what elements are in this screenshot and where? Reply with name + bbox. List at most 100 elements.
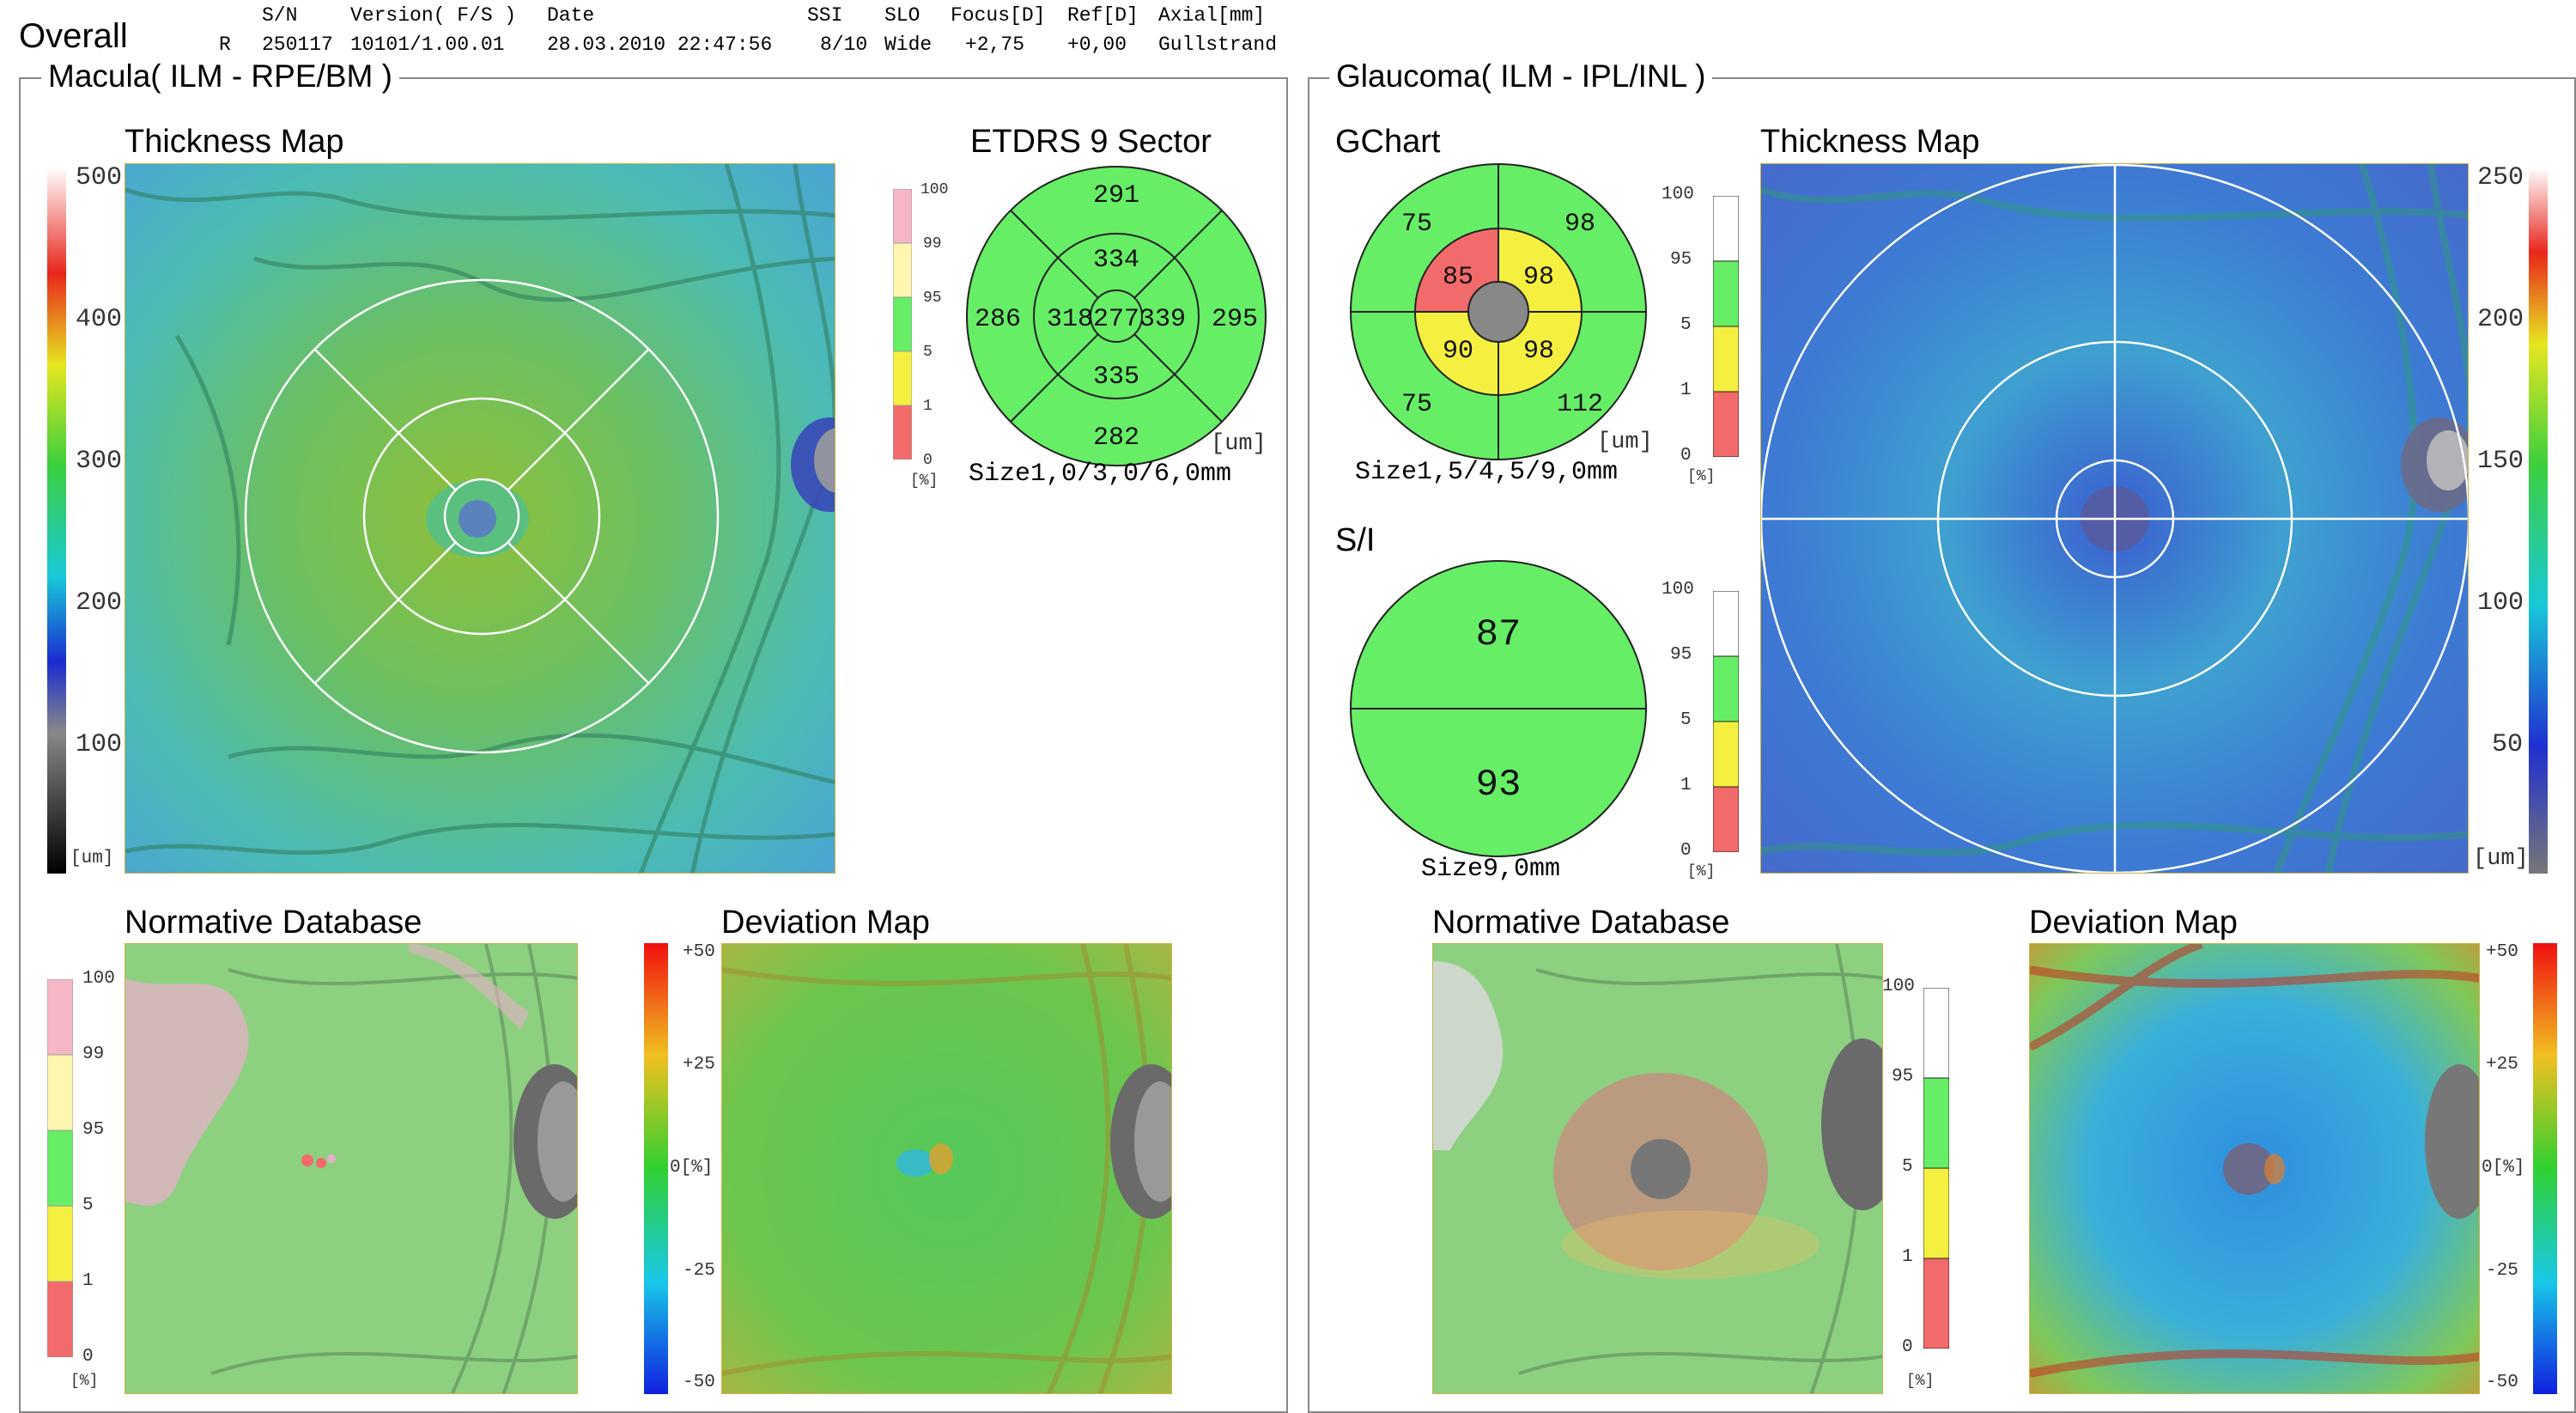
etdrs-inner-inferior: 335 <box>1093 362 1139 392</box>
etdrs-inner-temporal: 318 <box>1047 305 1093 334</box>
si-legend-1: 1 <box>1680 776 1692 795</box>
macula-deviation-colorbar <box>644 943 668 1394</box>
macula-scale-500: 500 <box>76 163 123 192</box>
si-size: Size9,0mm <box>1421 855 1561 884</box>
macula-normative-100: 100 <box>82 969 115 989</box>
eye-value: R <box>219 33 231 56</box>
glaucoma-thickness-title: Thickness Map <box>1760 124 1980 160</box>
etdrs-legend-bar <box>892 188 913 460</box>
si-legend-95: 95 <box>1670 645 1692 665</box>
gchart-legend-unit: [%] <box>1687 468 1716 485</box>
slo-label: SLO <box>884 4 920 27</box>
version-value: 10101/1.00.01 <box>350 33 505 56</box>
glaucoma-scale-unit: [um] <box>2473 846 2529 872</box>
macula-dev-scale-p50: +50 <box>683 942 715 962</box>
etdrs-sector-chart[interactable]: 277 334 335 318 339 291 282 286 295 <box>963 163 1269 469</box>
glaucoma-dev-scale-m50: -50 <box>2486 1373 2518 1392</box>
sn-value: 250117 <box>262 33 333 56</box>
gchart-legend-1: 1 <box>1680 381 1692 400</box>
si-sector-chart[interactable]: 87 93 <box>1348 558 1649 859</box>
glaucoma-thickness-colorbar <box>2529 167 2548 874</box>
gchart-inner-bottom-right: 98 <box>1523 337 1554 366</box>
etdrs-outer-inferior: 282 <box>1093 423 1139 453</box>
ssi-label: SSI <box>807 4 843 27</box>
macula-normative-title: Normative Database <box>125 904 422 941</box>
si-legend-100: 100 <box>1662 580 1694 600</box>
gchart-legend-95: 95 <box>1670 250 1692 270</box>
gchart-inner-top-right: 98 <box>1523 263 1554 292</box>
glaucoma-normative-title: Normative Database <box>1432 904 1730 941</box>
macula-normative-99: 99 <box>82 1045 105 1064</box>
macula-normative-1: 1 <box>82 1271 94 1291</box>
etdrs-title: ETDRS 9 Sector <box>970 124 1212 160</box>
version-label: Version( F/S ) <box>350 4 517 27</box>
glaucoma-normative-5: 5 <box>1902 1157 1913 1177</box>
glaucoma-thickness-map[interactable] <box>1760 163 2469 874</box>
si-legend-5: 5 <box>1680 710 1692 730</box>
gchart-outer-bottom-left: 75 <box>1401 390 1432 419</box>
glaucoma-scale-100: 100 <box>2477 588 2524 618</box>
si-inferior-value: 93 <box>1476 764 1522 807</box>
macula-normative-0: 0 <box>82 1347 94 1367</box>
glaucoma-normative-95: 95 <box>1892 1067 1914 1087</box>
glaucoma-dev-scale-m25: -25 <box>2486 1261 2518 1281</box>
glaucoma-normative-100: 100 <box>1882 977 1915 996</box>
gchart-inner-top-left: 85 <box>1443 263 1473 292</box>
glaucoma-scale-50: 50 <box>2492 730 2524 759</box>
macula-scale-100: 100 <box>76 730 123 759</box>
gchart-legend-bar <box>1712 195 1740 458</box>
macula-normative-legend-bar <box>46 978 74 1358</box>
si-legend-unit: [%] <box>1687 863 1716 880</box>
glaucoma-deviation-colorbar <box>2533 943 2557 1394</box>
macula-scale-200: 200 <box>76 588 123 618</box>
etdrs-unit: [um] <box>1211 431 1267 457</box>
report-title: Overall <box>19 17 128 55</box>
gchart-unit: [um] <box>1597 429 1653 455</box>
ssi-value: 8/10 <box>820 33 868 56</box>
gchart-title: GChart <box>1335 124 1441 160</box>
macula-normative-95: 95 <box>82 1120 105 1140</box>
macula-deviation-map[interactable] <box>721 943 1172 1394</box>
etdrs-legend-5: 5 <box>923 344 933 361</box>
gchart-inner-bottom-left: 90 <box>1443 337 1473 366</box>
macula-normative-unit: [%] <box>70 1373 99 1390</box>
macula-normative-map[interactable] <box>125 943 578 1394</box>
focus-label: Focus[D] <box>951 4 1046 27</box>
si-legend-bar <box>1712 590 1740 853</box>
macula-normative-5: 5 <box>82 1196 94 1215</box>
macula-scale-unit: [um] <box>70 849 114 868</box>
gchart-size: Size1,5/4,5/9,0mm <box>1355 458 1619 487</box>
glaucoma-normative-1: 1 <box>1902 1247 1913 1267</box>
si-title: S/I <box>1335 522 1376 558</box>
glaucoma-scale-150: 150 <box>2477 447 2524 476</box>
ref-value: +0,00 <box>1067 33 1127 56</box>
etdrs-legend-95: 95 <box>923 289 942 307</box>
etdrs-size: Size1,0/3,0/6,0mm <box>969 460 1232 489</box>
etdrs-legend-1: 1 <box>923 398 933 415</box>
etdrs-legend-100: 100 <box>920 181 949 198</box>
macula-panel-title: Macula( ILM - RPE/BM ) <box>41 58 399 94</box>
macula-scale-400: 400 <box>76 305 123 334</box>
etdrs-outer-nasal: 295 <box>1212 305 1258 334</box>
etdrs-outer-temporal: 286 <box>975 305 1021 334</box>
macula-scale-300: 300 <box>76 447 123 476</box>
sn-label: S/N <box>262 4 298 27</box>
glaucoma-deviation-map[interactable] <box>2029 943 2480 1394</box>
ref-label: Ref[D] <box>1067 4 1139 27</box>
etdrs-legend-unit: [%] <box>910 472 939 490</box>
etdrs-center-value: 277 <box>1093 305 1139 334</box>
macula-dev-scale-0: 0[%] <box>670 1158 714 1178</box>
glaucoma-normative-unit: [%] <box>1906 1373 1935 1390</box>
gchart-outer-top-left: 75 <box>1401 210 1432 239</box>
glaucoma-panel-title: Glaucoma( ILM - IPL/INL ) <box>1329 58 1713 94</box>
macula-thickness-map[interactable] <box>125 163 835 874</box>
gchart-legend-0: 0 <box>1680 446 1692 466</box>
date-label: Date <box>547 4 595 27</box>
gchart-outer-top-right: 98 <box>1564 210 1595 239</box>
glaucoma-normative-0: 0 <box>1902 1337 1913 1357</box>
glaucoma-normative-map[interactable] <box>1432 943 1883 1394</box>
glaucoma-panel <box>1308 77 2576 1413</box>
glaucoma-scale-250: 250 <box>2477 163 2524 192</box>
glaucoma-dev-scale-p25: +25 <box>2486 1055 2518 1075</box>
gchart-sector-chart[interactable]: 85 98 90 98 75 98 75 112 <box>1348 161 1649 462</box>
